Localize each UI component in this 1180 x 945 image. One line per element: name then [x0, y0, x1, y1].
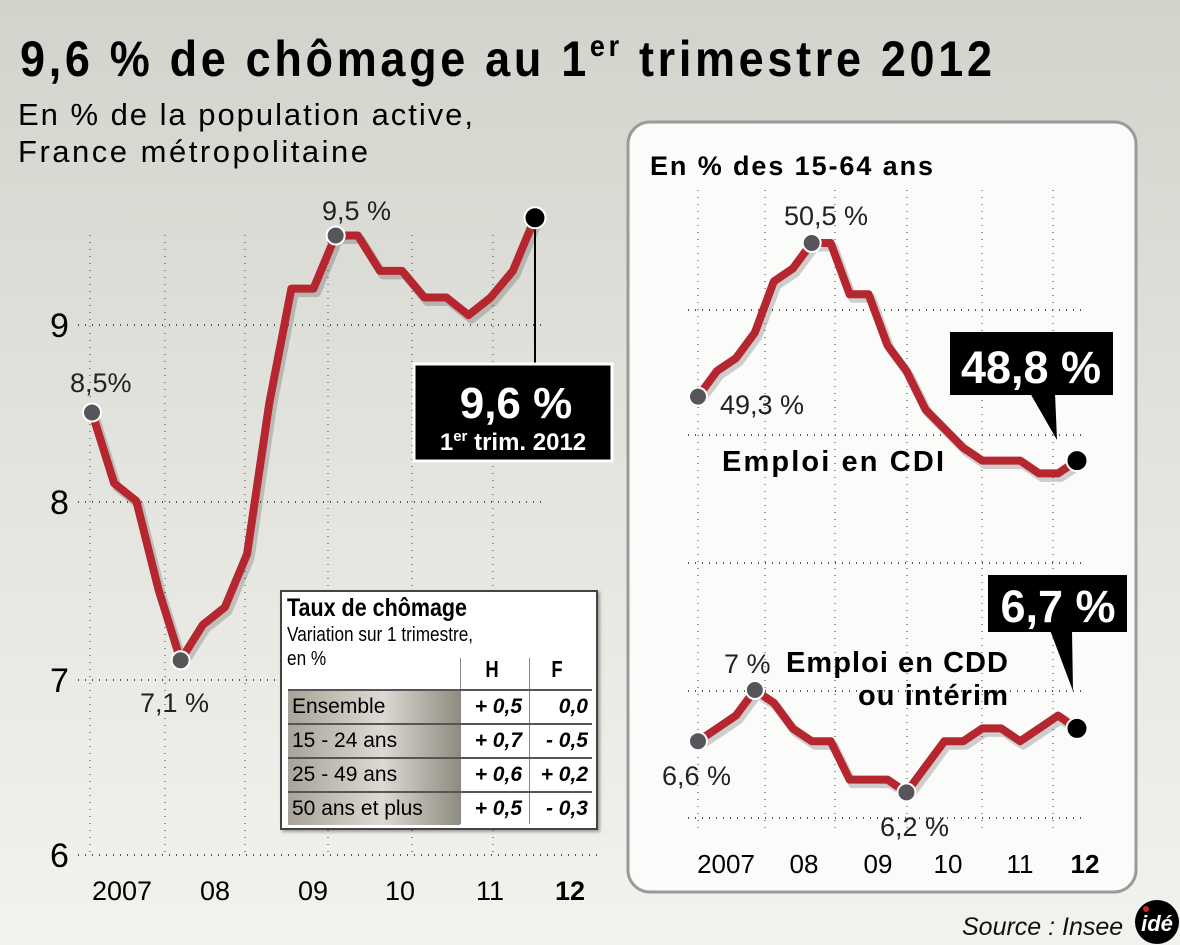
latest-point-marker — [523, 206, 547, 230]
x-tick-label: 08 — [790, 849, 819, 879]
page-title: 9,6 % de chômage au 1 er trimestre 2012 — [20, 30, 992, 88]
value-h: + 0,5 — [474, 695, 522, 718]
annotation-label: 7 % — [724, 649, 771, 679]
table-subtitle: Variation sur 1 trimestre, — [287, 624, 474, 646]
row-label: 50 ans et plus — [288, 793, 460, 825]
x-tick-label: 10 — [385, 876, 415, 906]
cdi-callout: 48,8 % — [950, 332, 1113, 440]
data-point-marker — [896, 782, 917, 803]
right-series — [688, 233, 1089, 803]
svg-text:idé: idé — [1141, 911, 1173, 936]
value-h: + 0,5 — [474, 797, 522, 820]
right-x-axis: 2007 08 09 10 11 12 — [697, 849, 1099, 879]
data-point-marker — [325, 225, 346, 246]
annotation-label: 7,1 % — [140, 688, 209, 718]
table-row: 50 ans et plus + 0,5 - 0,3 — [288, 791, 592, 825]
column-header-h: H — [485, 656, 499, 682]
callout-value: 48,8 % — [961, 342, 1101, 393]
x-tick-label: 12 — [1071, 849, 1100, 879]
x-tick-label: 12 — [555, 876, 585, 906]
x-tick-label: 11 — [476, 876, 504, 906]
column-divider — [529, 658, 530, 824]
y-tick-label: 7 — [50, 662, 69, 700]
subtitle-line-1: En % de la population active, — [18, 97, 473, 132]
data-point-marker — [688, 731, 708, 752]
table-row: 25 - 49 ans + 0,6 + 0,2 — [288, 757, 592, 791]
x-tick-label: 08 — [200, 876, 230, 906]
callout-value: 9,6 % — [460, 379, 573, 428]
data-point-marker — [688, 386, 708, 407]
main-callout: 9,6 % 1er trim. 2012 — [412, 362, 614, 463]
row-label: Ensemble — [288, 691, 460, 723]
annotation-label: 49,3 % — [720, 390, 804, 420]
unemployment-variation-table: Taux de chômage Variation sur 1 trimestr… — [280, 590, 598, 830]
main-x-axis: 2007 08 09 10 11 12 — [92, 876, 585, 906]
x-tick-label: 09 — [298, 876, 328, 906]
column-header-f: F — [551, 656, 563, 682]
x-tick-label: 09 — [864, 849, 893, 879]
series-label-cdd-2: ou intérim — [858, 680, 1008, 712]
callout-period: 1er trim. 2012 — [440, 428, 586, 456]
annotation-label: 6,6 % — [662, 761, 731, 791]
annotation-label: 6,2 % — [880, 812, 949, 842]
value-f: - 0,5 — [545, 729, 588, 752]
x-tick-label: 11 — [1007, 849, 1034, 879]
value-h: + 0,6 — [474, 763, 522, 786]
cdi-line — [694, 239, 1080, 478]
latest-point-marker — [1065, 716, 1089, 740]
table-unit: en % — [287, 648, 327, 670]
table-title: Taux de chômage — [287, 594, 468, 622]
panel-title: En % des 15-64 ans — [650, 151, 933, 181]
series-label-cdi: Emploi en CDI — [722, 446, 944, 478]
x-tick-label: 10 — [934, 849, 963, 879]
data-point-marker — [744, 680, 765, 700]
main-y-axis: 6 7 8 9 — [50, 307, 69, 875]
table-row: 15 - 24 ans + 0,7 - 0,5 — [288, 723, 592, 757]
annotation-label: 50,5 % — [784, 201, 868, 231]
y-tick-label: 8 — [50, 484, 69, 522]
x-tick-label: 2007 — [92, 876, 152, 906]
column-divider — [460, 658, 461, 824]
x-tick-label: 2007 — [697, 849, 755, 879]
data-point-marker — [170, 650, 191, 671]
value-f: 0,0 — [558, 695, 588, 718]
row-label: 25 - 49 ans — [288, 759, 460, 791]
ide-logo: idé — [1135, 900, 1179, 944]
y-tick-label: 9 — [50, 307, 69, 345]
annotation-label: 9,5 % — [322, 196, 391, 226]
value-h: + 0,7 — [474, 729, 522, 752]
row-label: 15 - 24 ans — [288, 725, 460, 757]
callout-value: 6,7 % — [1000, 581, 1115, 632]
data-point-marker — [82, 402, 102, 423]
main-annotations: 8,5% 7,1 % 9,5 % — [70, 196, 391, 718]
data-point-marker — [801, 233, 822, 253]
value-f: + 0,2 — [540, 763, 588, 786]
y-tick-label: 6 — [50, 837, 69, 875]
value-f: - 0,3 — [545, 797, 588, 820]
table-row: Ensemble + 0,5 0,0 — [288, 689, 592, 723]
unemployment-rate-line — [88, 216, 539, 665]
cdd-callout: 6,7 % — [988, 575, 1127, 691]
annotation-label: 8,5% — [70, 368, 132, 398]
main-series — [82, 206, 547, 671]
source-note: Source : Insee — [962, 913, 1123, 941]
latest-point-marker — [1065, 449, 1089, 473]
subtitle-line-2: France métropolitaine — [18, 134, 368, 169]
